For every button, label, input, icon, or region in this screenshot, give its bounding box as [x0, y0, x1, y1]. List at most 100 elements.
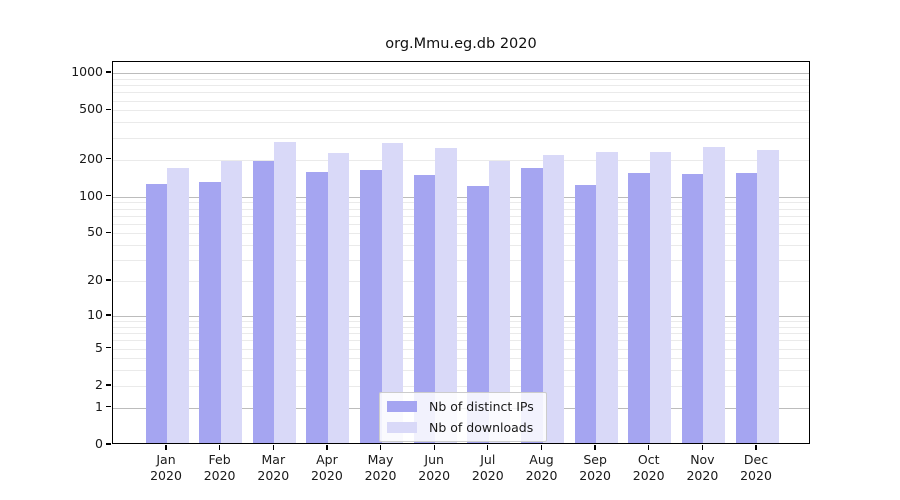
bar-distinct-ips-nov [681, 174, 704, 443]
bar-distinct-ips-dec [735, 172, 757, 443]
y-tick-label: 200 [79, 150, 103, 166]
x-tick-mark [487, 445, 489, 450]
gridline-minor [113, 333, 809, 335]
legend-swatch [387, 401, 417, 412]
gridline-minor [113, 208, 809, 210]
y-tick-label: 20 [87, 272, 103, 288]
y-tick-label: 50 [87, 224, 103, 240]
y-tick-label: 1 [95, 398, 103, 414]
bar-distinct-ips-jul [467, 186, 489, 443]
gridline-minor [113, 321, 809, 323]
y-tick-mark [106, 406, 111, 408]
bar-downloads-jul [488, 161, 511, 443]
bar-downloads-apr [327, 152, 350, 443]
gridline-minor [113, 281, 809, 283]
bar-distinct-ips-aug [521, 168, 543, 443]
grid-layer [113, 62, 809, 443]
gridline-major [113, 73, 809, 75]
gridline-major [113, 196, 809, 198]
x-tick-mark [701, 445, 704, 450]
x-tick-mark [379, 445, 382, 450]
y-tick-label: 1000 [71, 64, 103, 80]
legend-label: Nb of downloads [429, 420, 534, 435]
bar-downloads-sep [596, 151, 618, 443]
x-tick-label: Jan 2020 [150, 452, 182, 483]
gridline-minor [113, 137, 809, 139]
y-tick-label: 10 [87, 306, 103, 322]
y-tick-mark [106, 384, 111, 386]
gridline-minor [113, 85, 809, 87]
gridline-minor [113, 110, 809, 112]
gridline-minor [113, 358, 809, 360]
y-tick-mark [106, 279, 111, 281]
gridline-minor [113, 223, 809, 225]
x-tick-mark [272, 445, 274, 450]
x-tick-label: May 2020 [364, 452, 397, 483]
bar-downloads-jun [435, 147, 457, 443]
x-tick-mark [540, 445, 543, 450]
legend: Nb of distinct IPs Nb of downloads [379, 392, 547, 442]
gridline-minor [113, 78, 809, 80]
bar-downloads-feb [220, 161, 243, 443]
bar-distinct-ips-jan [145, 184, 167, 443]
gridline-minor [113, 348, 809, 350]
gridline-minor [113, 245, 809, 247]
chart-title: org.Mmu.eg.db 2020 [385, 36, 537, 52]
x-tick-label: Mar 2020 [257, 452, 290, 483]
bar-distinct-ips-mar [252, 161, 275, 443]
bar-downloads-dec [757, 149, 779, 443]
y-tick-label: 2 [95, 376, 103, 392]
gridline-minor [113, 215, 809, 217]
y-tick-mark [106, 108, 111, 111]
bar-downloads-oct [649, 152, 672, 443]
gridline-minor [113, 260, 809, 262]
y-tick-label: 0 [95, 436, 103, 451]
bar-downloads-mar [274, 141, 296, 443]
bar-distinct-ips-may [360, 169, 382, 443]
legend-swatch [387, 422, 417, 433]
gridline-minor [113, 340, 809, 342]
x-tick-label: Aug 2020 [525, 452, 558, 483]
y-tick-label: 100 [79, 187, 103, 203]
y-tick-mark [106, 231, 111, 234]
x-tick-mark [594, 445, 596, 450]
x-tick-mark [433, 445, 435, 450]
legend-row: Nb of downloads [387, 419, 537, 436]
bar-downloads-jan [167, 167, 189, 443]
x-tick-mark [326, 445, 328, 450]
y-tick-mark [106, 443, 111, 445]
gridline-minor [113, 233, 809, 235]
x-tick-mark [755, 445, 757, 450]
x-tick-label: Dec 2020 [740, 452, 772, 483]
gridline-major [113, 315, 809, 317]
gridline-minor [113, 326, 809, 328]
bars-layer [113, 62, 809, 443]
bar-distinct-ips-oct [628, 172, 650, 443]
y-tick-mark [106, 314, 111, 316]
x-tick-label: Nov 2020 [686, 452, 719, 483]
y-tick-mark [106, 194, 111, 197]
x-tick-label: Jul 2020 [471, 452, 504, 483]
legend-row: Nb of distinct IPs [387, 398, 537, 415]
y-tick-label: 5 [95, 339, 103, 355]
x-tick-mark [165, 445, 167, 450]
y-tick-mark [106, 71, 111, 73]
gridline-minor [113, 159, 809, 161]
y-tick-label: 500 [79, 101, 103, 117]
x-tick-label: Jun 2020 [418, 452, 451, 483]
x-tick-label: Apr 2020 [310, 452, 343, 483]
x-tick-label: Oct 2020 [632, 452, 665, 483]
x-tick-label: Sep 2020 [579, 452, 611, 483]
x-tick-label: Feb 2020 [203, 452, 236, 483]
bar-distinct-ips-apr [306, 171, 328, 443]
y-tick-mark [106, 346, 111, 349]
bar-downloads-nov [703, 147, 725, 443]
x-tick-mark [218, 445, 221, 450]
bar-distinct-ips-sep [574, 185, 597, 443]
plot-area: Nb of distinct IPs Nb of downloads [112, 61, 810, 444]
gridline-minor [113, 122, 809, 124]
gridline-minor [113, 92, 809, 94]
gridline-minor [113, 202, 809, 204]
gridline-minor [113, 385, 809, 387]
